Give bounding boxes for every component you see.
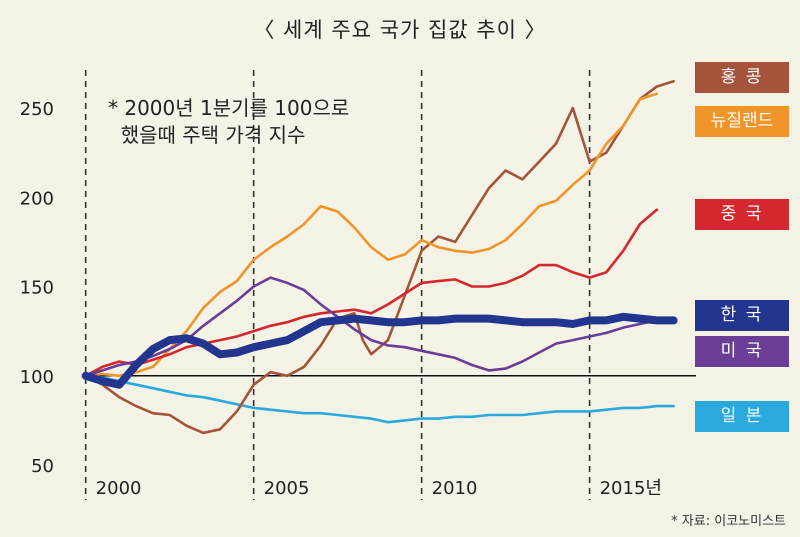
source-note: * 자료: 이코노미스트 <box>671 514 786 529</box>
series-line-5 <box>84 374 675 424</box>
series-line-0 <box>84 79 675 435</box>
legend-newzealand: 뉴질랜드 <box>695 106 789 137</box>
legend-hongkong: 홍 콩 <box>695 62 789 93</box>
legend-usa: 미 국 <box>695 336 789 367</box>
series-line-2 <box>84 208 659 378</box>
y-tick-label: 150 <box>20 278 54 299</box>
legend-japan: 일 본 <box>695 401 789 432</box>
y-tick-label: 100 <box>20 367 54 388</box>
y-tick-label: 200 <box>20 188 54 209</box>
series-line-3 <box>84 276 659 378</box>
x-tick-label: 2010 <box>432 478 478 499</box>
x-tick-label: 2015년 <box>600 478 662 499</box>
chart-title: 〈 세계 주요 국가 집값 추이 〉 <box>253 18 547 42</box>
y-tick-label: 250 <box>20 99 54 120</box>
legend-korea: 한 국 <box>695 300 789 331</box>
note-line-1: * 2000년 1분기를 100으로 <box>108 96 350 120</box>
chart-note: * 2000년 1분기를 100으로 했을때 주택 가격 지수 <box>108 95 349 149</box>
series-line-4 <box>81 312 678 389</box>
note-line-2: 했을때 주택 가격 지수 <box>108 123 306 147</box>
y-tick-label: 50 <box>31 456 54 477</box>
legend-china: 중 국 <box>695 199 789 230</box>
x-tick-label: 2005 <box>264 478 310 499</box>
x-tick-label: 2000 <box>96 478 142 499</box>
